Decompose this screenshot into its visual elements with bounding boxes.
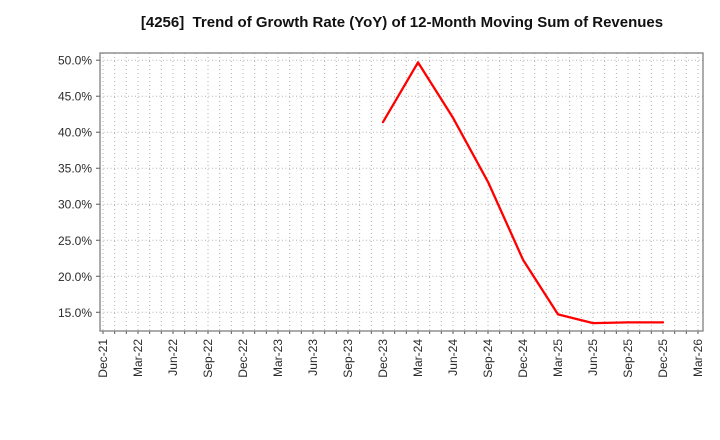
x-tick-label: Mar-22 <box>131 339 145 377</box>
x-tick-label: Sep-24 <box>481 339 495 378</box>
chart-title: [4256] Trend of Growth Rate (YoY) of 12-… <box>140 14 664 31</box>
y-tick-label: 25.0% <box>58 234 92 248</box>
x-tick-label: Dec-21 <box>96 339 110 378</box>
y-tick-label: 15.0% <box>58 306 92 320</box>
x-tick-label: Dec-23 <box>376 339 390 378</box>
y-tick-label: 35.0% <box>58 162 92 176</box>
y-tick-label: 50.0% <box>58 54 92 68</box>
y-tick-label: 40.0% <box>58 126 92 140</box>
x-tick-label: Mar-26 <box>691 339 705 377</box>
x-tick-label: Sep-25 <box>621 339 635 378</box>
plot-frame <box>99 52 704 332</box>
x-tick-label: Dec-25 <box>656 339 670 378</box>
y-tick-label: 20.0% <box>58 270 92 284</box>
y-tick-label: 30.0% <box>58 198 92 212</box>
x-tick-label: Sep-23 <box>341 339 355 378</box>
x-tick-label: Dec-22 <box>236 339 250 378</box>
x-tick-label: Mar-23 <box>271 339 285 377</box>
x-tick-label: Mar-25 <box>551 339 565 377</box>
y-tick-label: 45.0% <box>58 90 92 104</box>
x-tick-label: Jun-22 <box>166 339 180 376</box>
revenue-growth-line <box>381 61 665 325</box>
x-tick-label: Jun-23 <box>306 339 320 376</box>
x-tick-label: Sep-22 <box>201 339 215 378</box>
x-tick-label: Jun-24 <box>446 339 460 376</box>
x-tick-label: Mar-24 <box>411 339 425 377</box>
x-tick-label: Dec-24 <box>516 339 530 378</box>
x-tick-label: Jun-25 <box>586 339 600 376</box>
